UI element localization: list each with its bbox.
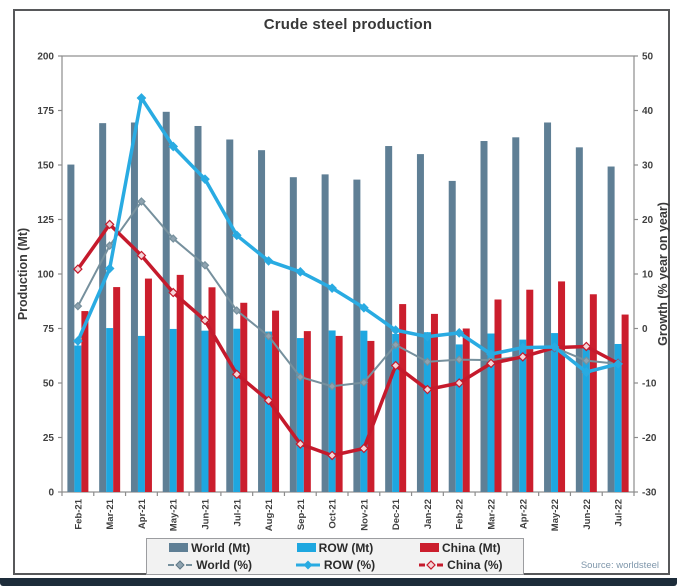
chart-title: Crude steel production <box>263 16 433 33</box>
svg-text:Apr-22: Apr-22 <box>518 499 529 529</box>
svg-text:Jun-21: Jun-21 <box>201 498 212 529</box>
svg-text:10: 10 <box>642 270 654 281</box>
svg-text:0: 0 <box>642 324 648 335</box>
legend-label: ROW (Mt) <box>318 540 374 555</box>
svg-text:200: 200 <box>37 52 54 63</box>
chart-legend: World (Mt) ROW (Mt) China (Mt) World (%)… <box>146 538 524 575</box>
legend-item-world-mt: World (Mt) <box>169 541 250 555</box>
svg-text:Jul-22: Jul-22 <box>614 499 625 526</box>
world-line-marker-icon <box>168 560 193 570</box>
china-bar-swatch-icon <box>420 543 439 553</box>
svg-text:Oct-21: Oct-21 <box>328 498 339 528</box>
row-line-marker-icon <box>295 560 320 570</box>
svg-text:30: 30 <box>642 161 654 172</box>
svg-text:50: 50 <box>43 379 55 390</box>
svg-text:125: 125 <box>37 215 54 226</box>
legend-item-row-pct: ROW (%) <box>295 558 375 572</box>
svg-text:-10: -10 <box>642 379 657 390</box>
svg-text:Jun-22: Jun-22 <box>582 499 593 530</box>
svg-text:Mar-21: Mar-21 <box>105 498 116 529</box>
svg-text:Growth (% year on year): Growth (% year on year) <box>656 202 670 346</box>
legend-item-china-pct: China (%) <box>418 558 503 573</box>
svg-text:May-22: May-22 <box>550 499 561 531</box>
svg-text:Mar-22: Mar-22 <box>487 499 498 530</box>
svg-text:Feb-22: Feb-22 <box>455 499 466 530</box>
svg-text:0: 0 <box>48 488 54 499</box>
svg-text:20: 20 <box>642 215 654 226</box>
svg-text:-30: -30 <box>642 488 657 499</box>
legend-item-row-mt: ROW (Mt) <box>296 540 374 555</box>
svg-text:Dec-21: Dec-21 <box>391 498 402 530</box>
world-bar-swatch-icon <box>169 543 189 553</box>
svg-text:May-21: May-21 <box>169 498 180 531</box>
row-bar-swatch-icon <box>296 543 316 553</box>
svg-text:Aug-21: Aug-21 <box>264 498 275 531</box>
legend-label: China (Mt) <box>442 540 501 555</box>
legend-item-world-pct: World (%) <box>167 558 252 572</box>
source-attribution: Source: worldsteel <box>580 560 659 571</box>
svg-text:25: 25 <box>43 433 55 444</box>
svg-text:Jan-22: Jan-22 <box>423 499 434 529</box>
svg-text:150: 150 <box>37 161 54 172</box>
svg-text:Nov-21: Nov-21 <box>359 498 370 530</box>
china-line-marker-icon <box>419 560 444 571</box>
svg-text:Feb-21: Feb-21 <box>73 498 84 529</box>
legend-label: World (%) <box>196 558 253 573</box>
bottom-window-edge <box>0 578 677 586</box>
svg-text:Apr-21: Apr-21 <box>137 498 148 529</box>
legend-label: ROW (%) <box>323 558 376 573</box>
legend-item-china-mt: China (Mt) <box>420 541 501 555</box>
svg-text:100: 100 <box>37 270 54 281</box>
svg-text:Production (Mt): Production (Mt) <box>16 228 30 320</box>
svg-text:40: 40 <box>642 106 654 117</box>
legend-label: China (%) <box>447 558 503 573</box>
svg-text:50: 50 <box>642 52 654 63</box>
svg-text:-20: -20 <box>642 433 657 444</box>
svg-text:Sep-21: Sep-21 <box>296 498 307 530</box>
svg-text:75: 75 <box>43 324 55 335</box>
svg-text:175: 175 <box>37 106 54 117</box>
svg-text:Jul-21: Jul-21 <box>232 498 243 526</box>
legend-label: World (Mt) <box>191 540 251 555</box>
